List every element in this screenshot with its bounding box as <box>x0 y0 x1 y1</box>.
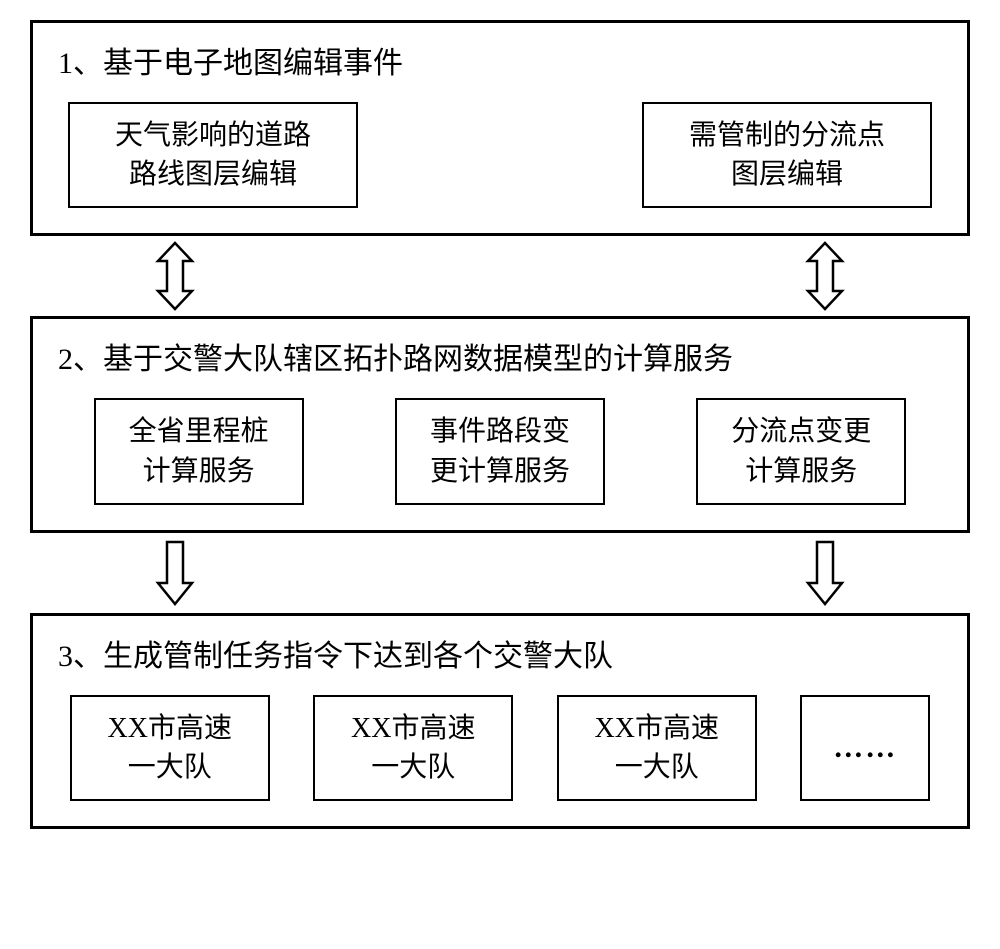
box-team-2: XX市高速 一大队 <box>313 695 513 801</box>
arrows-1-2 <box>30 236 970 316</box>
section-3-boxes: XX市高速 一大队 XX市高速 一大队 XX市高速 一大队 …… <box>58 695 942 801</box>
box-ellipsis: …… <box>800 695 930 801</box>
section-1-boxes: 天气影响的道路 路线图层编辑 需管制的分流点 图层编辑 <box>58 102 942 208</box>
box-control-diversion-layer: 需管制的分流点 图层编辑 <box>642 102 932 208</box>
box-line: 天气影响的道路 <box>115 116 311 155</box>
box-line: 分流点变更 <box>731 412 871 451</box>
box-line: 一大队 <box>371 748 455 787</box>
box-diversion-change-calc: 分流点变更 计算服务 <box>696 398 906 504</box>
box-line: 计算服务 <box>143 452 255 491</box>
section-1-title: 1、基于电子地图编辑事件 <box>58 38 942 82</box>
box-line: XX市高速 <box>595 709 719 748</box>
box-line: 计算服务 <box>745 452 857 491</box>
section-2: 2、基于交警大队辖区拓扑路网数据模型的计算服务 全省里程桩 计算服务 事件路段变… <box>30 316 970 532</box>
box-line: 一大队 <box>128 748 212 787</box>
box-team-1: XX市高速 一大队 <box>70 695 270 801</box>
box-line: XX市高速 <box>351 709 475 748</box>
bidirectional-arrow-icon <box>800 241 850 311</box>
down-arrow-icon <box>800 538 850 608</box>
box-line: 事件路段变 <box>430 412 570 451</box>
section-2-boxes: 全省里程桩 计算服务 事件路段变 更计算服务 分流点变更 计算服务 <box>58 398 942 504</box>
box-weather-road-layer: 天气影响的道路 路线图层编辑 <box>68 102 358 208</box>
box-line: 路线图层编辑 <box>129 155 297 194</box>
section-1: 1、基于电子地图编辑事件 天气影响的道路 路线图层编辑 需管制的分流点 图层编辑 <box>30 20 970 236</box>
box-event-segment-calc: 事件路段变 更计算服务 <box>395 398 605 504</box>
down-arrow-icon <box>150 538 200 608</box>
box-line: XX市高速 <box>108 709 232 748</box>
box-line: 更计算服务 <box>430 452 570 491</box>
section-3-title: 3、生成管制任务指令下达到各个交警大队 <box>58 631 942 675</box>
arrows-2-3 <box>30 533 970 613</box>
section-2-title: 2、基于交警大队辖区拓扑路网数据模型的计算服务 <box>58 334 942 378</box>
ellipsis-text: …… <box>833 727 897 769</box>
box-line: 图层编辑 <box>731 155 843 194</box>
box-line: 全省里程桩 <box>129 412 269 451</box>
box-mileage-calc: 全省里程桩 计算服务 <box>94 398 304 504</box>
box-team-3: XX市高速 一大队 <box>557 695 757 801</box>
section-3: 3、生成管制任务指令下达到各个交警大队 XX市高速 一大队 XX市高速 一大队 … <box>30 613 970 829</box>
bidirectional-arrow-icon <box>150 241 200 311</box>
box-line: 一大队 <box>615 748 699 787</box>
box-line: 需管制的分流点 <box>689 116 885 155</box>
